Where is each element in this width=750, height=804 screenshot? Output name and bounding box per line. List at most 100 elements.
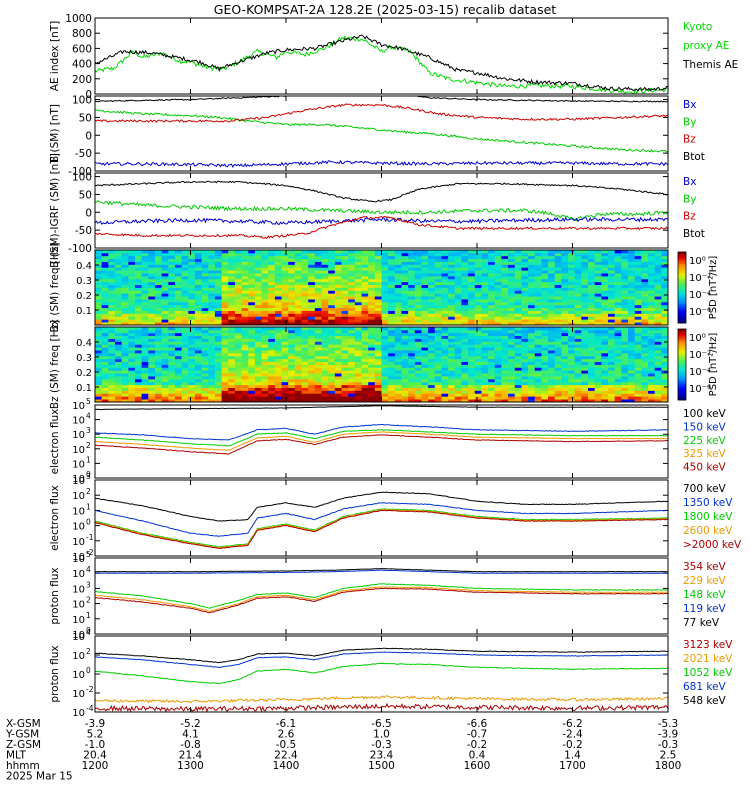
- spectrogram-cell: [434, 350, 442, 354]
- spectrogram-cell: [274, 273, 282, 277]
- colorbar-segment: [678, 311, 686, 314]
- spectrogram-cell: [234, 296, 242, 300]
- spectrogram-cell: [448, 367, 456, 371]
- spectrogram-cell: [481, 281, 489, 286]
- spectrogram-cell: [334, 261, 342, 265]
- spectrogram-cell: [588, 275, 596, 280]
- spectrogram-cell: [441, 287, 449, 291]
- spectrogram-cell: [121, 258, 129, 262]
- spectrogram-cell: [454, 278, 462, 283]
- spectrogram-cell: [428, 307, 436, 311]
- spectrogram-cell: [274, 338, 282, 342]
- y-axis-label: electron flux: [49, 485, 61, 551]
- spectrogram-cell: [641, 387, 649, 391]
- spectrogram-cell: [194, 370, 202, 374]
- spectrogram-cell: [494, 358, 502, 363]
- spectrogram-cell: [341, 301, 349, 306]
- spectrogram-cell: [221, 250, 229, 254]
- spectrogram-cell: [114, 335, 123, 339]
- spectrogram-cell: [161, 258, 169, 262]
- spectrogram-cell: [608, 370, 616, 374]
- spectrogram-cell: [608, 358, 616, 363]
- spectrogram-cell: [321, 338, 329, 342]
- spectrogram-cell: [261, 367, 269, 371]
- spectrogram-cell: [134, 267, 143, 271]
- spectrogram-cell: [334, 267, 342, 271]
- y-tick-label-exponent: 1: [86, 502, 91, 511]
- spectrogram-cell: [181, 284, 189, 288]
- spectrogram-cell: [241, 367, 249, 371]
- spectrogram-cell: [101, 281, 109, 286]
- spectrogram-cell: [414, 358, 422, 363]
- spectrogram-cell: [421, 347, 429, 351]
- spectrogram-cell: [201, 293, 209, 297]
- spectrogram-cell: [248, 267, 256, 271]
- spectrogram-cell: [128, 322, 136, 326]
- spectrogram-cell: [301, 361, 309, 365]
- spectrogram-cell: [534, 322, 542, 326]
- spectrogram-cell: [148, 281, 156, 286]
- spectrogram-cell: [248, 370, 256, 374]
- spectrogram-cell: [188, 290, 196, 294]
- spectrogram-cell: [168, 278, 176, 283]
- spectrogram-cell: [654, 287, 662, 291]
- spectrogram-cell: [154, 352, 163, 357]
- spectrogram-cell: [621, 350, 629, 354]
- x-axis-row-value: 20.4: [83, 750, 107, 762]
- series-line-450-kev: [95, 434, 668, 455]
- spectrogram-cell: [421, 393, 429, 397]
- spectrogram-cell: [174, 301, 183, 306]
- spectrogram-cell: [548, 313, 556, 317]
- spectrogram-cell: [414, 355, 422, 360]
- spectrogram-cell: [148, 384, 156, 388]
- spectrogram-cell: [528, 396, 536, 400]
- spectrogram-cell: [254, 381, 262, 386]
- spectrogram-cell: [308, 332, 316, 337]
- spectrogram-cell: [201, 355, 209, 360]
- spectrogram-cell: [161, 347, 169, 351]
- spectrogram-cell: [654, 329, 662, 334]
- spectrogram-cell: [301, 301, 309, 306]
- spectrogram-cell: [114, 384, 123, 388]
- spectrogram-cell: [408, 255, 416, 260]
- spectrogram-cell: [588, 364, 596, 368]
- spectrogram-cell: [608, 293, 616, 297]
- spectrogram-cell: [554, 278, 562, 283]
- spectrogram-cell: [548, 358, 556, 363]
- spectrogram-cell: [114, 287, 123, 291]
- spectrogram-cell: [428, 390, 436, 394]
- legend-entry: Bx: [683, 99, 696, 111]
- spectrogram-cell: [381, 281, 389, 286]
- spectrogram-cell: [121, 350, 129, 354]
- spectrogram-cell: [641, 338, 649, 342]
- spectrogram-cell: [221, 378, 229, 383]
- spectrogram-cell: [488, 310, 496, 314]
- spectrogram-cell: [368, 329, 376, 334]
- spectrogram-cell: [648, 290, 656, 294]
- y-tick-label-base: 10: [72, 537, 85, 548]
- spectrogram-cell: [408, 384, 416, 388]
- spectrogram-cell: [628, 329, 636, 334]
- spectrogram-cell: [388, 358, 396, 363]
- spectrogram-cell: [201, 264, 209, 268]
- spectrogram-cell: [414, 387, 422, 391]
- spectrogram-cell: [134, 373, 143, 377]
- spectrogram-cell: [341, 267, 349, 271]
- spectrogram-cell: [381, 332, 389, 337]
- spectrogram-cell: [341, 332, 349, 337]
- y-tick-label-exponent: 4: [86, 412, 91, 421]
- spectrogram-cell: [361, 384, 369, 388]
- spectrogram-cell: [174, 352, 183, 357]
- spectrogram-cell: [141, 296, 149, 300]
- spectrogram-cell: [174, 327, 183, 331]
- spectrogram-cell: [534, 350, 542, 354]
- spectrogram-cell: [594, 393, 602, 397]
- spectrogram-cell: [481, 296, 489, 300]
- spectrogram-cell: [388, 281, 396, 286]
- spectrogram-cell: [168, 338, 176, 342]
- spectrogram-cell: [414, 296, 422, 300]
- spectrogram-cell: [648, 264, 656, 268]
- spectrogram-cell: [528, 304, 536, 309]
- spectrogram-cell: [128, 258, 136, 262]
- spectrogram-cell: [621, 399, 629, 403]
